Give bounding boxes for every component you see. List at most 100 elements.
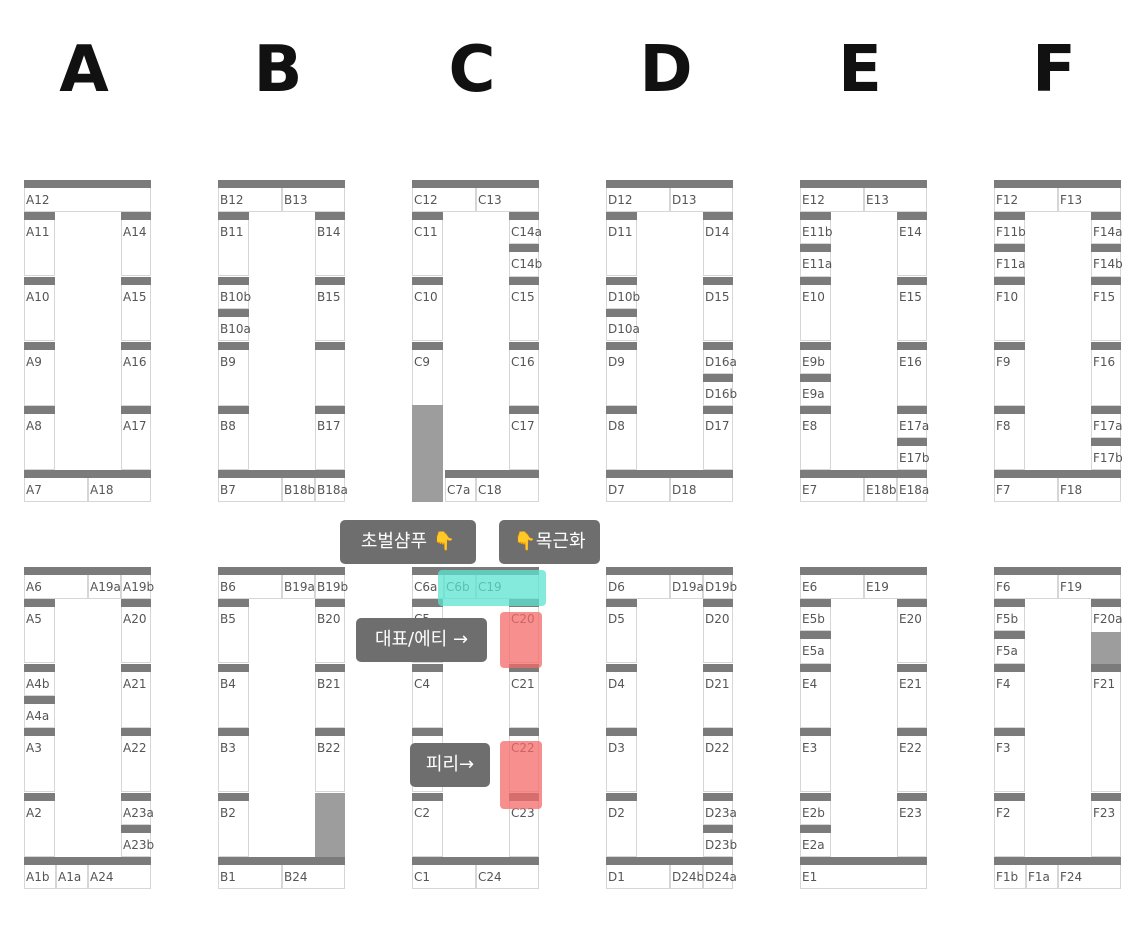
seat[interactable]: D16b (703, 374, 737, 406)
seat[interactable]: A22 (121, 728, 151, 792)
seat[interactable]: F11a (994, 244, 1026, 277)
seat[interactable]: F2 (994, 793, 1025, 857)
seat[interactable]: A20 (121, 599, 151, 663)
seat[interactable]: A17 (121, 406, 151, 470)
seat[interactable]: B3 (218, 728, 249, 792)
note-neck[interactable]: 👇목근화 (499, 520, 600, 564)
seat[interactable]: D2 (606, 793, 637, 857)
seat[interactable]: E9b (800, 342, 831, 374)
seat[interactable]: C9 (412, 342, 443, 406)
seat[interactable]: A15 (121, 277, 151, 341)
seat[interactable]: D24a (703, 857, 737, 889)
seat[interactable]: B17 (315, 406, 345, 470)
seat[interactable]: C13 (476, 180, 539, 212)
seat[interactable]: B7 (218, 470, 282, 502)
seat[interactable]: F17a (1091, 406, 1123, 438)
seat[interactable]: F23 (1091, 793, 1121, 857)
seat[interactable]: A4b (24, 664, 55, 696)
seat[interactable]: C14b (509, 244, 542, 277)
seat[interactable]: A1a (56, 857, 88, 889)
seat[interactable]: C11 (412, 212, 443, 276)
seat[interactable]: B11 (218, 212, 249, 276)
seat[interactable]: F14b (1091, 244, 1123, 277)
seat[interactable]: A24 (88, 857, 151, 889)
seat[interactable]: F5a (994, 631, 1025, 664)
seat[interactable]: E12 (800, 180, 864, 212)
seat[interactable]: C4 (412, 664, 443, 728)
seat[interactable]: D21 (703, 664, 733, 728)
seat[interactable]: B21 (315, 664, 345, 728)
seat[interactable] (315, 342, 345, 406)
seat[interactable]: B15 (315, 277, 345, 341)
seat[interactable]: E22 (897, 728, 927, 792)
seat[interactable]: D20 (703, 599, 733, 663)
seat[interactable]: E5a (800, 631, 831, 664)
seat[interactable]: C12 (412, 180, 476, 212)
seat[interactable]: D19b (703, 567, 737, 599)
seat[interactable]: D10a (606, 309, 640, 341)
seat[interactable]: B20 (315, 599, 345, 663)
seat[interactable]: C14a (509, 212, 542, 244)
seat[interactable]: D19a (670, 567, 704, 599)
seat[interactable]: D16a (703, 342, 737, 374)
seat[interactable]: A4a (24, 696, 55, 728)
seat[interactable]: E9a (800, 374, 831, 406)
seat[interactable]: F6 (994, 567, 1058, 599)
seat[interactable]: D15 (703, 277, 733, 341)
seat[interactable]: A12 (24, 180, 151, 212)
seat[interactable]: B10b (218, 277, 251, 309)
seat[interactable]: E8 (800, 406, 831, 470)
seat[interactable]: B8 (218, 406, 249, 470)
seat[interactable]: B13 (282, 180, 345, 212)
seat[interactable]: D3 (606, 728, 637, 792)
seat[interactable]: D24b (670, 857, 704, 889)
seat[interactable]: C10 (412, 277, 443, 341)
seat[interactable]: B22 (315, 728, 345, 792)
note-shampoo[interactable]: 초벌샴푸 👇 (340, 520, 476, 564)
seat[interactable]: D1 (606, 857, 670, 889)
seat[interactable]: C1 (412, 857, 476, 889)
seat[interactable]: E1 (800, 857, 927, 889)
seat[interactable]: C2 (412, 793, 443, 857)
seat[interactable]: E18b (864, 470, 897, 502)
seat[interactable]: B2 (218, 793, 249, 857)
seat[interactable]: A11 (24, 212, 55, 276)
seat[interactable]: B19b (315, 567, 348, 599)
seat[interactable]: F17b (1091, 438, 1123, 470)
seat[interactable]: E4 (800, 664, 831, 728)
seat[interactable]: D12 (606, 180, 670, 212)
seat[interactable]: A19a (88, 567, 121, 599)
seat[interactable]: E21 (897, 664, 927, 728)
seat[interactable]: B18b (282, 470, 315, 502)
seat[interactable]: B14 (315, 212, 345, 276)
seat[interactable]: F9 (994, 342, 1025, 406)
seat[interactable]: A21 (121, 664, 151, 728)
seat[interactable]: E16 (897, 342, 927, 406)
seat[interactable]: C15 (509, 277, 539, 341)
seat[interactable]: A1b (24, 857, 56, 889)
seat[interactable]: A3 (24, 728, 55, 792)
seat[interactable]: E18a (897, 470, 929, 502)
seat[interactable]: F10 (994, 277, 1025, 341)
seat[interactable]: E2a (800, 825, 831, 857)
seat[interactable]: B5 (218, 599, 249, 663)
seat[interactable]: B1 (218, 857, 282, 889)
seat[interactable]: B12 (218, 180, 282, 212)
seat[interactable]: C7a (445, 470, 476, 502)
seat[interactable]: F18 (1058, 470, 1121, 502)
seat[interactable]: F21 (1091, 664, 1121, 792)
seat[interactable]: D18 (670, 470, 733, 502)
seat[interactable]: A14 (121, 212, 151, 276)
seat[interactable]: E23 (897, 793, 927, 857)
seat[interactable]: F3 (994, 728, 1025, 792)
seat[interactable]: F16 (1091, 342, 1121, 406)
seat[interactable]: F19 (1058, 567, 1121, 599)
seat[interactable]: A8 (24, 406, 55, 470)
seat[interactable]: A7 (24, 470, 88, 502)
seat[interactable]: F24 (1058, 857, 1121, 889)
seat[interactable]: A16 (121, 342, 151, 406)
seat[interactable]: A2 (24, 793, 55, 857)
seat[interactable]: A5 (24, 599, 55, 663)
seat[interactable]: E7 (800, 470, 864, 502)
seat[interactable]: B19a (282, 567, 315, 599)
